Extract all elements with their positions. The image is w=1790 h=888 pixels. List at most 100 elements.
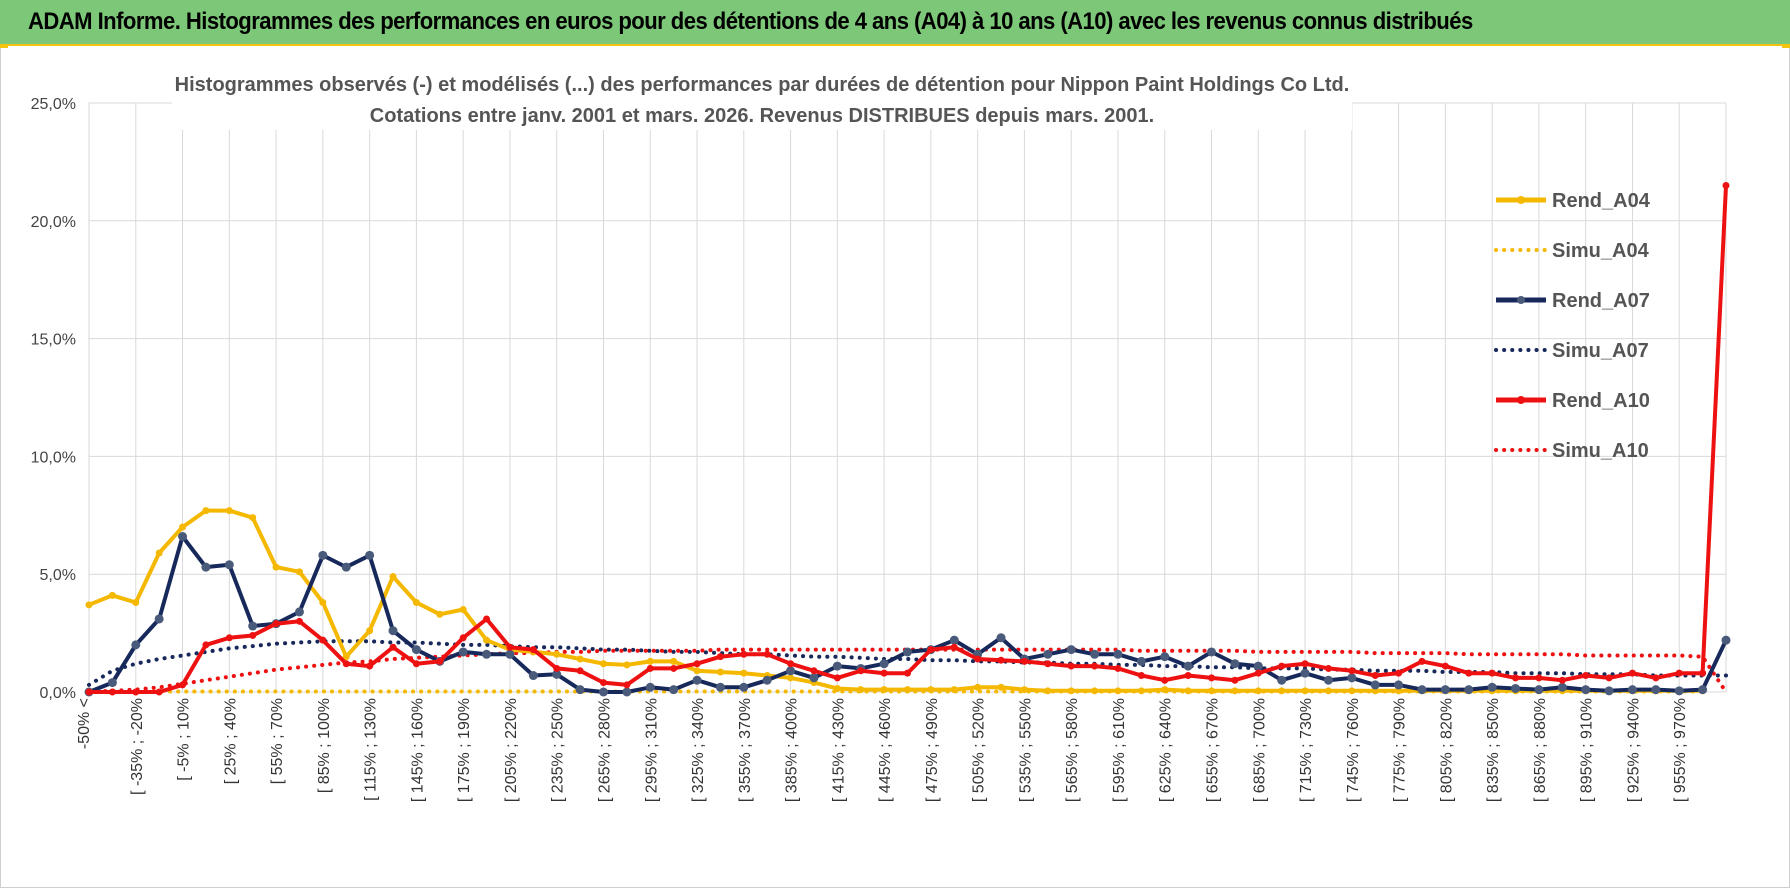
data-point — [1534, 685, 1544, 695]
data-point — [155, 549, 163, 557]
data-point — [715, 682, 725, 692]
x-tick-label: [ 925% ; 940% — [1625, 698, 1642, 802]
data-point — [483, 615, 491, 623]
data-point — [459, 606, 467, 614]
x-tick-label: [ 835% ; 850% — [1485, 698, 1502, 802]
data-point — [857, 667, 865, 675]
data-point — [879, 659, 889, 669]
x-tick-label: [ 745% ; 760% — [1345, 698, 1362, 802]
data-point — [107, 678, 117, 688]
data-point — [249, 631, 257, 639]
data-point — [927, 686, 935, 694]
data-point — [1066, 645, 1076, 655]
data-point — [1020, 657, 1028, 665]
title-banner: ADAM Informe. Histogrammes des performan… — [0, 0, 1790, 46]
data-point — [1628, 669, 1636, 677]
grid — [88, 102, 1727, 693]
x-tick-label: [ 655% ; 670% — [1205, 698, 1222, 802]
series-line — [87, 647, 1728, 694]
chart-title-line1: Histogrammes observés (-) et modélisés (… — [175, 74, 1350, 96]
data-point — [1348, 667, 1356, 675]
data-point — [576, 655, 584, 663]
data-point — [833, 684, 841, 692]
series-line — [87, 639, 1728, 687]
data-point — [857, 686, 865, 694]
data-point — [1465, 669, 1473, 677]
data-point — [366, 662, 374, 670]
chart-title: Histogrammes observés (-) et modélisés (… — [172, 60, 1352, 130]
data-point — [974, 655, 982, 663]
banner-corner-right — [1782, 44, 1790, 48]
data-point — [224, 560, 234, 570]
data-point — [202, 507, 210, 515]
data-point — [342, 660, 350, 668]
data-point — [318, 550, 328, 560]
data-point — [903, 647, 912, 657]
data-point — [598, 687, 608, 697]
data-point — [436, 610, 444, 618]
x-tick-label: [ 505% ; 520% — [971, 698, 988, 802]
data-point — [179, 523, 187, 531]
data-point — [1091, 687, 1099, 695]
data-point — [1674, 686, 1684, 696]
data-point — [412, 598, 420, 606]
data-point — [762, 675, 772, 685]
x-tick-label: [ 535% ; 550% — [1017, 698, 1034, 802]
data-point — [623, 681, 631, 689]
data-point — [786, 666, 796, 676]
data-point — [1208, 687, 1216, 695]
data-point — [155, 688, 163, 696]
data-point — [1253, 661, 1263, 671]
data-point — [645, 682, 655, 692]
x-tick-label: [ 415% ; 430% — [830, 698, 847, 802]
x-tick-label: [ 685% ; 700% — [1251, 698, 1268, 802]
y-tick-label: 25,0% — [31, 96, 76, 113]
x-tick-label: [ 895% ; 910% — [1579, 698, 1596, 802]
data-point — [1557, 682, 1567, 692]
data-point — [552, 669, 562, 679]
data-point — [85, 688, 93, 696]
data-point — [1183, 661, 1193, 671]
banner-corner-left — [0, 44, 8, 48]
data-point — [179, 681, 187, 689]
y-tick-label: 20,0% — [31, 214, 76, 231]
data-point — [646, 657, 654, 665]
data-point — [1394, 680, 1404, 690]
data-point — [1324, 664, 1332, 672]
data-point — [1300, 668, 1310, 678]
legend-item: Rend_A04 — [1496, 190, 1651, 212]
legend-label: Simu_A07 — [1552, 340, 1649, 362]
x-tick-label: [ -35% ; -20% — [129, 698, 146, 795]
data-point — [1208, 674, 1216, 682]
data-point — [670, 657, 678, 665]
series-simu-a07 — [87, 639, 1728, 687]
data-point — [85, 601, 93, 609]
legend-label: Simu_A04 — [1552, 240, 1650, 262]
data-point — [950, 643, 958, 651]
data-point — [1323, 675, 1333, 685]
x-tick-label: [ 955% ; 970% — [1672, 698, 1689, 802]
data-point — [880, 669, 888, 677]
data-point — [154, 614, 164, 624]
x-tick-label: [ 625% ; 640% — [1158, 698, 1175, 802]
series-rend-a10 — [85, 181, 1730, 696]
x-tick-label: [ 325% ; 340% — [690, 698, 707, 802]
data-point — [108, 591, 116, 599]
x-tick-label: [ 355% ; 370% — [737, 698, 754, 802]
data-point — [740, 650, 748, 658]
y-tick-label: 5,0% — [40, 567, 76, 584]
data-point — [1137, 687, 1145, 695]
series-line — [89, 185, 1728, 694]
data-point — [996, 633, 1006, 643]
data-point — [1114, 664, 1122, 672]
data-point — [1512, 674, 1520, 682]
legend-marker — [1517, 396, 1525, 404]
data-point — [832, 661, 842, 671]
data-point — [1160, 652, 1170, 662]
data-point — [132, 598, 140, 606]
data-point — [1721, 635, 1731, 645]
data-point — [1161, 686, 1169, 694]
chart-title-line2: Cotations entre janv. 2001 et mars. 2026… — [370, 105, 1154, 127]
data-point — [1581, 685, 1591, 695]
x-tick-label: [ 205% ; 220% — [503, 698, 520, 802]
